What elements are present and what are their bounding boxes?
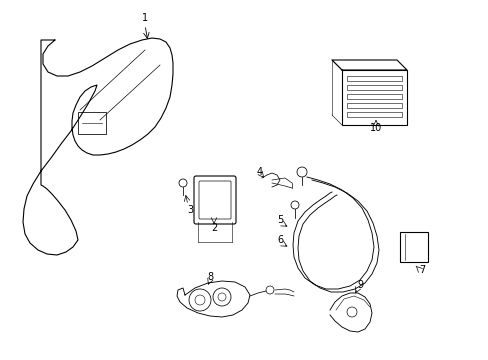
Bar (346, 112, 401, 117)
Text: 3: 3 (186, 205, 193, 215)
Bar (399, 232, 427, 262)
Bar (346, 76, 401, 81)
Text: 9: 9 (356, 280, 362, 290)
Text: 10: 10 (369, 123, 381, 133)
Text: 7: 7 (418, 265, 424, 275)
Text: 2: 2 (210, 223, 217, 233)
Bar (346, 94, 401, 99)
Bar (346, 85, 401, 90)
Text: 4: 4 (256, 167, 263, 177)
Text: 8: 8 (206, 272, 213, 282)
Bar (78, 112, 106, 134)
Text: 5: 5 (276, 215, 283, 225)
Bar (341, 70, 406, 125)
Text: 6: 6 (276, 235, 283, 245)
Text: 1: 1 (142, 13, 148, 23)
Bar (346, 103, 401, 108)
